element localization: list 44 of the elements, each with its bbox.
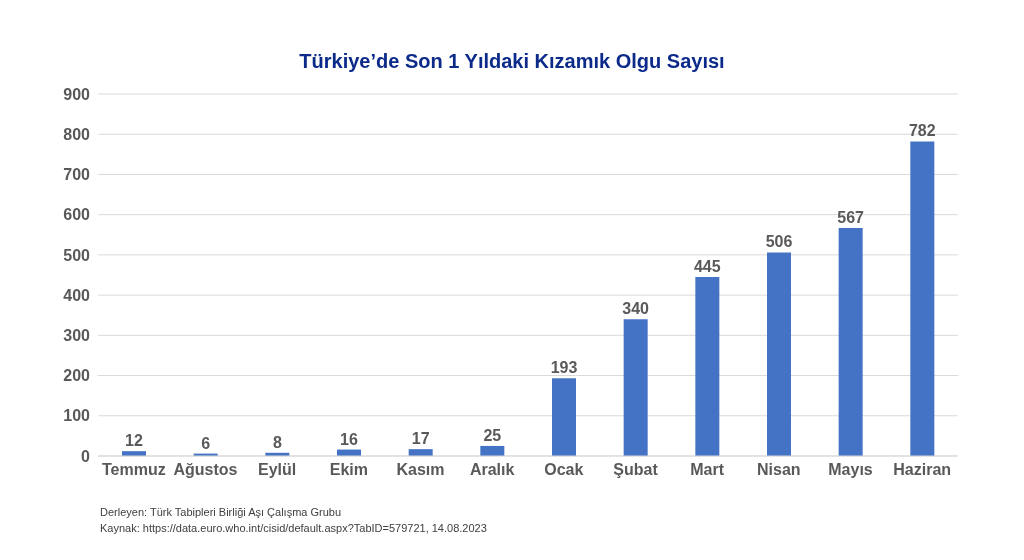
data-label: 6: [201, 434, 211, 452]
data-label: 506: [765, 233, 793, 251]
x-tick-label: Kasım: [396, 461, 445, 479]
data-label: 445: [693, 258, 721, 276]
data-label: 567: [837, 208, 865, 226]
x-tick-label: Temmuz: [101, 461, 166, 479]
bar: [695, 277, 720, 456]
data-label: 193: [550, 359, 578, 377]
data-label: 12: [125, 432, 143, 450]
y-tick-label: 400: [63, 286, 91, 304]
y-tick-label: 700: [63, 166, 91, 184]
data-label: 25: [483, 426, 502, 444]
x-tick-label: Aralık: [469, 461, 515, 479]
y-tick-label: 0: [81, 447, 91, 465]
y-tick-label: 500: [63, 246, 91, 264]
bar: [623, 319, 648, 456]
y-tick-label: 300: [63, 327, 91, 345]
y-tick-label: 800: [63, 125, 91, 143]
bar: [910, 141, 935, 456]
bar: [552, 378, 576, 456]
data-label: 16: [340, 430, 358, 448]
data-label: 17: [411, 430, 430, 448]
y-tick-label: 900: [63, 85, 91, 103]
bar: [767, 252, 791, 456]
data-label: 340: [622, 300, 650, 318]
x-tick-label: Mayıs: [828, 461, 873, 479]
data-label: 782: [908, 122, 936, 140]
x-tick-label: Nisan: [757, 461, 801, 479]
x-tick-label: Ocak: [544, 461, 584, 479]
chart-title: Türkiye’de Son 1 Yıldaki Kızamık Olgu Sayısı: [298, 49, 726, 74]
y-tick-label: 100: [63, 407, 91, 425]
x-tick-label: Eylül: [258, 461, 297, 479]
y-tick-label: 600: [63, 206, 91, 224]
bar: [838, 227, 863, 456]
text: Kaynak: https://data.euro.who.int/cisid/default.aspx?TabID=579721, 14.08.2023: [100, 521, 487, 536]
x-tick-label: Haziran: [893, 461, 952, 479]
bar: [480, 445, 505, 456]
x-tick-label: Şubat: [613, 461, 659, 479]
x-tick-label: Ekim: [329, 461, 368, 479]
data-label: 8: [272, 433, 282, 451]
x-tick-label: Mart: [690, 461, 725, 479]
y-tick-label: 200: [63, 367, 91, 385]
text: Derleyen: Türk Tabipleri Birliği Aşı Çalışma Grubu: [100, 505, 343, 520]
x-tick-label: Ağustos: [173, 461, 238, 479]
